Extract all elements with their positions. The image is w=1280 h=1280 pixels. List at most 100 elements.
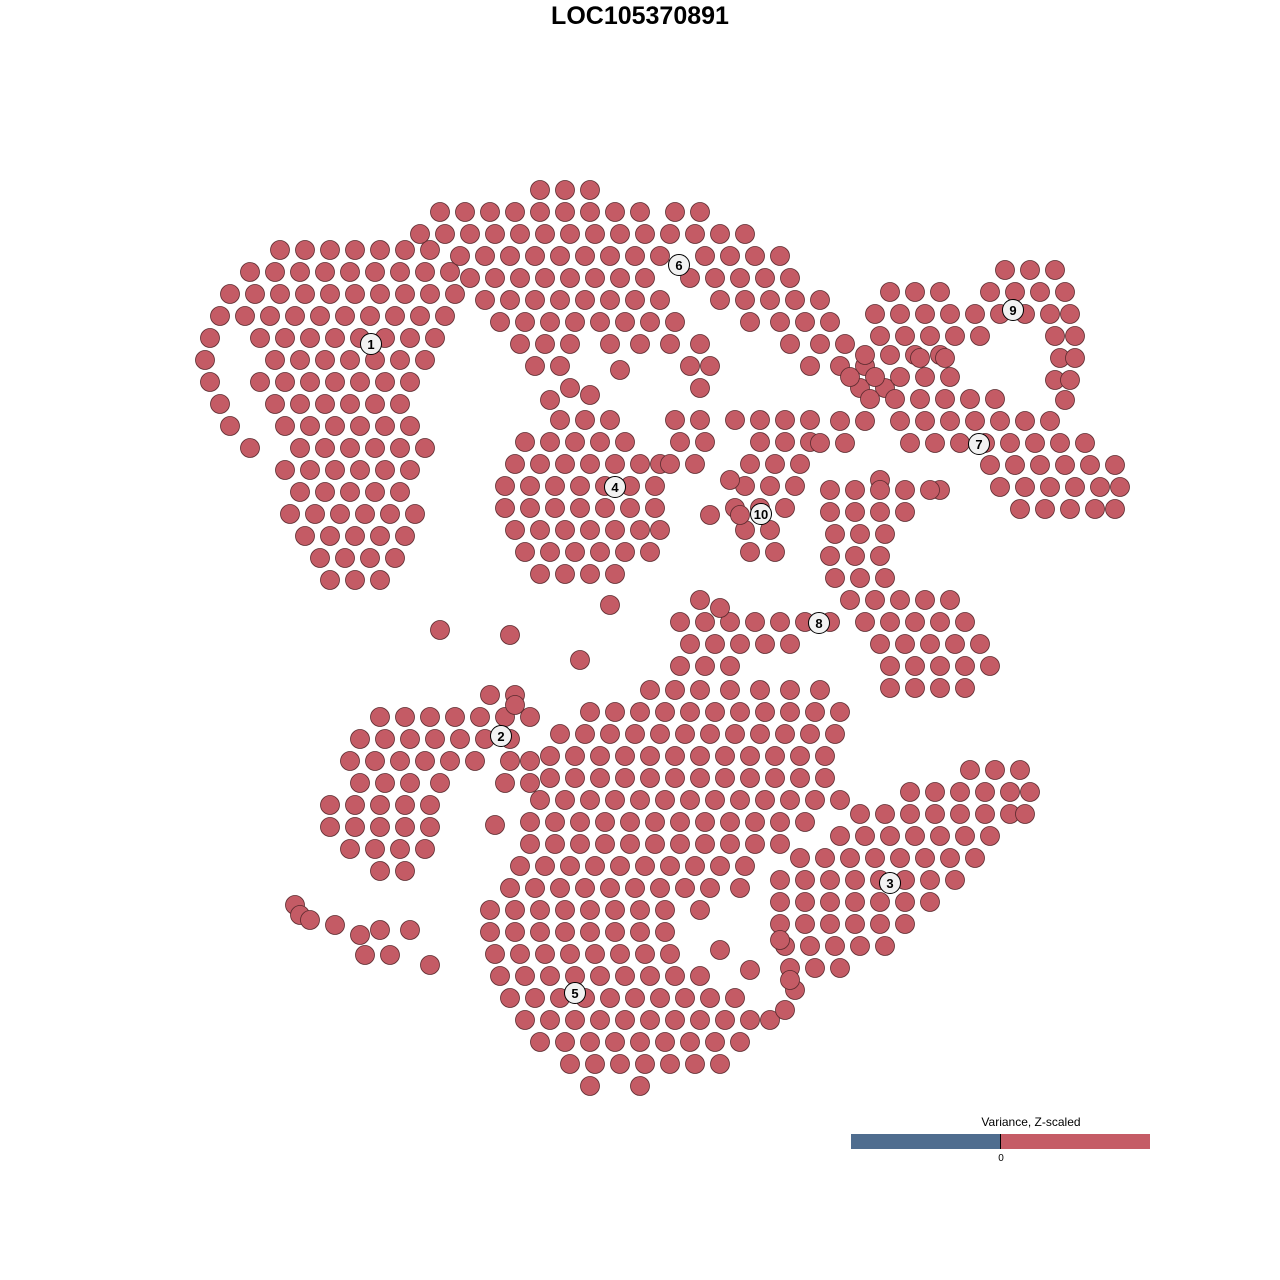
data-point bbox=[495, 476, 515, 496]
data-point bbox=[795, 892, 815, 912]
data-point bbox=[740, 768, 760, 788]
data-point bbox=[650, 878, 670, 898]
data-point bbox=[555, 454, 575, 474]
data-point bbox=[750, 410, 770, 430]
data-point bbox=[430, 202, 450, 222]
data-point bbox=[635, 268, 655, 288]
data-point bbox=[520, 751, 540, 771]
data-point bbox=[370, 920, 390, 940]
data-point bbox=[780, 680, 800, 700]
data-point bbox=[700, 988, 720, 1008]
data-point bbox=[460, 268, 480, 288]
data-point bbox=[390, 350, 410, 370]
cluster-label-badge bbox=[879, 872, 901, 894]
data-point bbox=[920, 892, 940, 912]
data-point bbox=[710, 598, 730, 618]
data-point bbox=[785, 290, 805, 310]
data-point bbox=[450, 246, 470, 266]
data-point bbox=[320, 817, 340, 837]
data-point bbox=[375, 416, 395, 436]
data-point bbox=[780, 334, 800, 354]
data-point bbox=[885, 389, 905, 409]
data-point bbox=[410, 224, 430, 244]
data-point bbox=[195, 350, 215, 370]
data-point bbox=[690, 768, 710, 788]
data-point bbox=[335, 548, 355, 568]
data-point bbox=[665, 680, 685, 700]
data-point bbox=[605, 520, 625, 540]
data-point bbox=[415, 839, 435, 859]
data-point bbox=[605, 922, 625, 942]
data-point bbox=[375, 729, 395, 749]
data-point bbox=[710, 290, 730, 310]
data-point bbox=[630, 202, 650, 222]
data-point bbox=[905, 826, 925, 846]
data-point bbox=[520, 773, 540, 793]
data-point bbox=[260, 306, 280, 326]
data-point bbox=[585, 224, 605, 244]
data-point bbox=[795, 914, 815, 934]
data-point bbox=[695, 834, 715, 854]
data-point bbox=[400, 416, 420, 436]
data-point bbox=[835, 433, 855, 453]
data-point bbox=[545, 476, 565, 496]
data-point bbox=[775, 724, 795, 744]
data-point bbox=[370, 795, 390, 815]
data-point bbox=[590, 966, 610, 986]
data-point bbox=[660, 334, 680, 354]
data-point bbox=[430, 620, 450, 640]
data-point bbox=[875, 524, 895, 544]
data-point bbox=[395, 795, 415, 815]
data-point bbox=[740, 746, 760, 766]
data-point bbox=[950, 782, 970, 802]
data-point bbox=[720, 656, 740, 676]
data-point bbox=[510, 334, 530, 354]
data-point bbox=[675, 724, 695, 744]
data-point bbox=[740, 1010, 760, 1030]
data-point bbox=[480, 202, 500, 222]
data-point bbox=[320, 795, 340, 815]
data-point bbox=[500, 625, 520, 645]
data-point bbox=[1010, 760, 1030, 780]
data-point bbox=[760, 476, 780, 496]
data-point bbox=[875, 936, 895, 956]
data-point bbox=[590, 542, 610, 562]
data-point bbox=[590, 432, 610, 452]
data-point bbox=[775, 410, 795, 430]
data-point bbox=[515, 312, 535, 332]
data-point bbox=[625, 290, 645, 310]
data-point bbox=[515, 966, 535, 986]
data-point bbox=[495, 498, 515, 518]
data-point bbox=[370, 240, 390, 260]
points-layer bbox=[195, 180, 1130, 1096]
data-point bbox=[595, 498, 615, 518]
data-point bbox=[905, 282, 925, 302]
data-point bbox=[300, 416, 320, 436]
data-point bbox=[530, 180, 550, 200]
data-point bbox=[940, 367, 960, 387]
data-point bbox=[565, 312, 585, 332]
data-point bbox=[920, 634, 940, 654]
data-point bbox=[680, 356, 700, 376]
data-point bbox=[565, 768, 585, 788]
data-point bbox=[625, 246, 645, 266]
data-point bbox=[385, 548, 405, 568]
data-point bbox=[530, 900, 550, 920]
data-point bbox=[480, 900, 500, 920]
data-point bbox=[880, 612, 900, 632]
data-point bbox=[660, 856, 680, 876]
data-point bbox=[730, 702, 750, 722]
data-point bbox=[540, 542, 560, 562]
data-point bbox=[485, 268, 505, 288]
data-point bbox=[420, 817, 440, 837]
data-point bbox=[690, 900, 710, 920]
data-point bbox=[695, 656, 715, 676]
data-point bbox=[510, 268, 530, 288]
data-point bbox=[650, 290, 670, 310]
data-point bbox=[265, 350, 285, 370]
data-point bbox=[525, 356, 545, 376]
data-point bbox=[630, 334, 650, 354]
data-point bbox=[870, 892, 890, 912]
data-point bbox=[530, 454, 550, 474]
data-point bbox=[640, 312, 660, 332]
